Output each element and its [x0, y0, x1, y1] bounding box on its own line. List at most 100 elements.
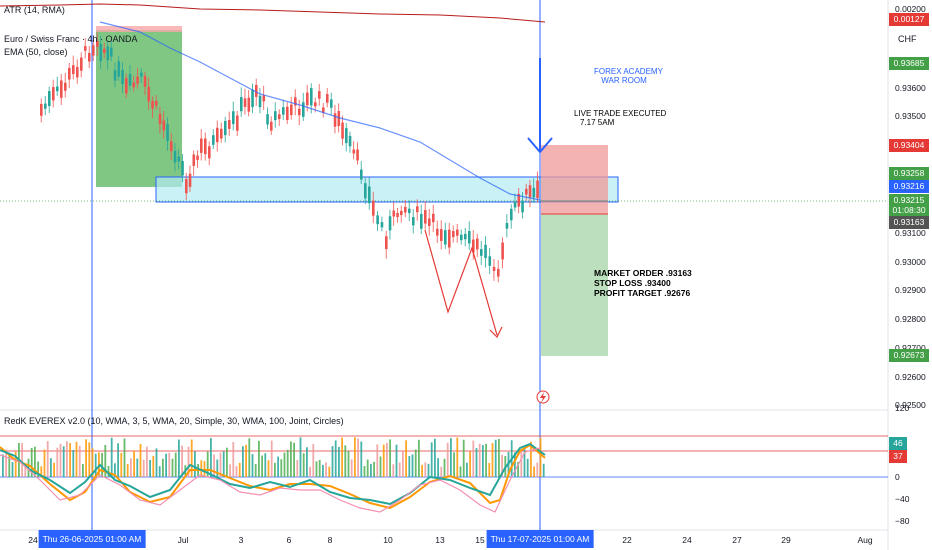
candle-body — [341, 122, 344, 139]
osc-bar — [142, 459, 145, 477]
osc-bar — [306, 447, 308, 477]
bolt-glyph — [540, 392, 546, 403]
candle-body — [392, 210, 396, 217]
candle-body — [444, 230, 447, 245]
candle-body — [96, 40, 99, 47]
osc-bar — [50, 458, 52, 477]
osc-bar — [411, 454, 414, 477]
candle-body — [333, 113, 337, 127]
candle-body — [208, 146, 211, 159]
osc-bar — [14, 451, 17, 477]
stop-loss-zone[interactable] — [541, 145, 608, 214]
candle-body — [385, 236, 388, 250]
osc-bar — [171, 458, 174, 477]
osc-bar — [114, 463, 116, 477]
candle-body — [173, 150, 177, 163]
candle-body — [521, 200, 524, 213]
price-tick: 0.92500 — [895, 400, 926, 410]
currency-label[interactable]: CHF — [898, 34, 917, 44]
osc-bar — [402, 450, 404, 477]
osc-bar — [517, 461, 519, 477]
candle-body — [492, 266, 496, 271]
candle-body — [162, 120, 166, 131]
osc-bar — [370, 463, 372, 477]
candle-body — [360, 169, 363, 180]
symbol-legend[interactable]: Euro / Swiss Franc · 4h · OANDA — [4, 34, 138, 44]
candle-body — [532, 187, 536, 198]
osc-bar — [149, 459, 151, 477]
osc-bar — [379, 456, 382, 477]
candle-body — [322, 107, 325, 113]
osc-bar — [8, 454, 11, 477]
candle-body — [76, 66, 79, 78]
osc-bar — [226, 447, 228, 477]
osc-bar — [437, 458, 439, 477]
candle-body — [270, 121, 273, 131]
osc-bar — [37, 461, 39, 477]
ema-legend[interactable]: EMA (50, close) — [4, 47, 68, 57]
osc-bar — [325, 462, 327, 477]
candle-body — [117, 61, 121, 77]
osc-bar — [40, 466, 43, 477]
osc-bar — [101, 452, 103, 477]
candle-body — [56, 86, 59, 92]
candle-body — [468, 231, 471, 244]
osc-bar — [382, 444, 385, 477]
osc-bar — [398, 462, 401, 477]
osc-bar — [53, 462, 55, 477]
order-line-2: STOP LOSS .93400 — [594, 278, 671, 288]
osc-bar — [43, 449, 46, 477]
osc-bar — [162, 458, 164, 477]
osc-bar — [443, 458, 446, 477]
price-badge: 0.93216 — [889, 180, 929, 193]
candle-body — [224, 120, 227, 136]
osc-bar — [440, 466, 443, 477]
osc-bar — [491, 443, 494, 477]
candle-body — [356, 149, 359, 161]
profit-target-zone[interactable] — [541, 214, 608, 356]
candlestick-series[interactable] — [40, 32, 539, 283]
candle-body — [196, 155, 199, 160]
time-tick: Aug — [857, 535, 873, 545]
osc-bar — [136, 458, 139, 477]
osc-bar — [181, 445, 183, 477]
candle-body — [262, 95, 266, 102]
red-zone-strip — [96, 26, 182, 32]
osc-teal-line — [0, 442, 546, 506]
osc-bar — [427, 463, 430, 477]
price-tick: 0.93000 — [895, 257, 926, 267]
osc-bar — [488, 462, 491, 477]
osc-bar — [174, 452, 177, 477]
candle-body — [204, 138, 207, 155]
projection-arrow-head — [489, 326, 503, 339]
candle-body — [113, 70, 117, 81]
atr-legend[interactable]: ATR (14, RMA) — [4, 5, 65, 15]
candle-body — [497, 268, 500, 277]
atr-line — [0, 3, 546, 23]
osc-bar — [200, 460, 203, 477]
osc-bar — [66, 441, 68, 477]
candle-body — [364, 183, 367, 199]
osc-bar — [283, 452, 286, 477]
osc-bar — [475, 448, 478, 477]
osc-bar — [219, 452, 222, 477]
price-tick: 0.92700 — [895, 343, 926, 353]
candle-body — [64, 82, 67, 91]
price-badge: 0.92673 — [889, 349, 929, 362]
osc-bar — [88, 442, 91, 477]
price-tick: 0.92800 — [895, 314, 926, 324]
candle-body — [155, 100, 158, 106]
osc-bar — [430, 442, 433, 477]
candle-body — [318, 91, 321, 99]
osc-bar — [30, 447, 33, 477]
oscillator-legend[interactable]: RedK EVEREX v2.0 (10, WMA, 3, 5, WMA, 20… — [4, 416, 344, 426]
osc-bar — [251, 454, 254, 477]
candle-body — [143, 75, 147, 87]
osc-bar — [494, 439, 497, 477]
order-line-1: MARKET ORDER .93163 — [594, 268, 692, 278]
candle-body — [258, 95, 262, 108]
osc-bar — [62, 446, 65, 477]
osc-bar — [478, 443, 481, 477]
candle-body — [412, 217, 415, 226]
